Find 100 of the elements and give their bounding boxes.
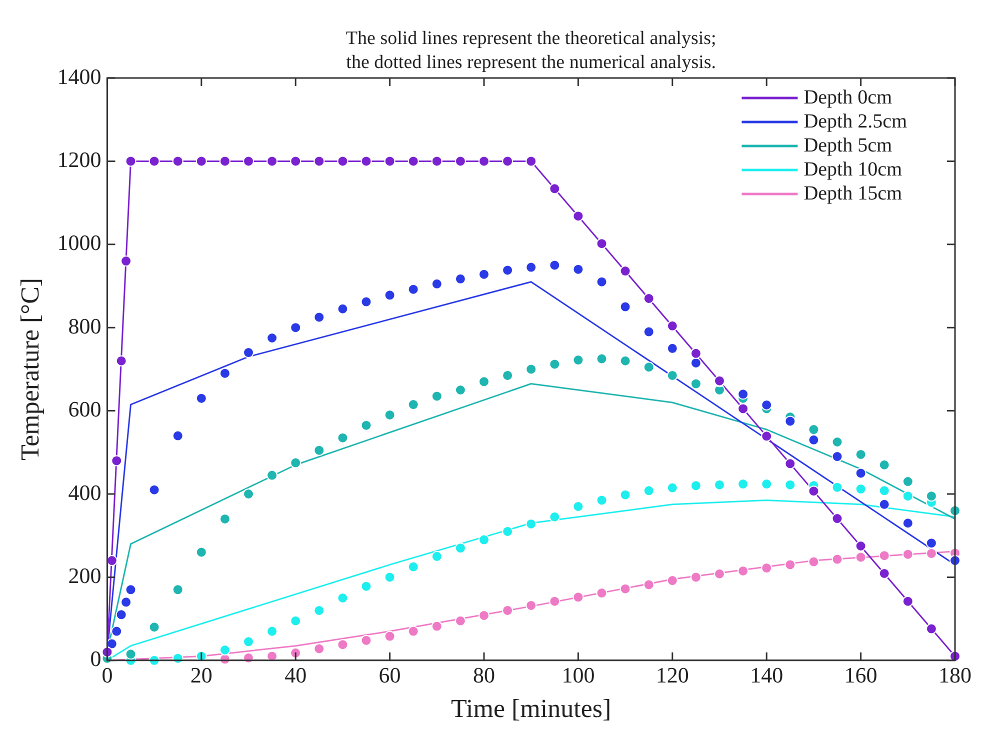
point	[408, 399, 419, 410]
x-axis-title: Time [minutes]	[451, 694, 612, 724]
point	[549, 183, 560, 194]
x-tick-label: 20	[190, 662, 212, 688]
point	[596, 276, 608, 288]
y-tick-label: 400	[68, 480, 102, 505]
point	[620, 266, 631, 277]
point	[690, 357, 702, 368]
point	[902, 548, 914, 560]
point	[666, 342, 678, 354]
text: the dotted lines represent the numerical analysis.	[346, 52, 716, 73]
point	[926, 623, 937, 634]
point	[620, 489, 631, 500]
point	[431, 620, 442, 632]
point	[926, 538, 937, 549]
y-tick-label: 1000	[57, 230, 102, 256]
point	[596, 494, 608, 506]
point	[855, 448, 866, 460]
point	[408, 284, 419, 295]
point	[666, 482, 678, 494]
point	[902, 476, 914, 488]
point	[219, 644, 230, 656]
y-axis-title: Temperature [°C]	[15, 278, 44, 460]
point	[478, 376, 490, 388]
point	[337, 592, 348, 604]
point	[808, 434, 820, 446]
point	[572, 264, 584, 275]
point	[125, 584, 136, 596]
point	[738, 388, 749, 400]
point	[666, 370, 678, 381]
point	[478, 534, 490, 546]
point	[120, 256, 132, 267]
point	[125, 648, 136, 660]
y-tick-label: 600	[68, 396, 102, 422]
point	[360, 634, 372, 646]
point	[337, 303, 348, 314]
point	[243, 636, 254, 648]
y-tick-label: 0	[90, 646, 102, 672]
point	[337, 432, 348, 444]
point	[526, 156, 537, 167]
point	[290, 457, 302, 468]
point	[643, 326, 654, 338]
point	[808, 424, 820, 436]
point	[549, 260, 560, 271]
point	[643, 362, 654, 373]
point	[454, 156, 466, 167]
point	[643, 579, 654, 590]
point	[902, 518, 914, 529]
point	[384, 290, 396, 301]
point	[148, 156, 160, 167]
point	[690, 348, 702, 359]
point	[878, 550, 890, 562]
point	[314, 643, 325, 654]
point	[219, 156, 230, 167]
legend-label: Depth 0cm	[804, 86, 892, 108]
point	[855, 540, 866, 552]
point	[784, 416, 796, 427]
point	[738, 403, 749, 414]
point	[596, 353, 608, 364]
point	[196, 392, 207, 404]
point	[384, 409, 396, 420]
point	[120, 596, 132, 608]
x-tick-label: 160	[844, 662, 878, 688]
point	[620, 301, 631, 312]
point	[172, 156, 184, 167]
point	[832, 554, 843, 565]
y-tick-label: 800	[68, 313, 102, 338]
point	[314, 156, 325, 167]
x-tick-label: 100	[562, 662, 595, 688]
point	[738, 478, 749, 490]
legend-label: Depth 10cm	[804, 158, 902, 180]
point	[572, 354, 584, 366]
point	[596, 588, 608, 599]
point	[478, 268, 490, 280]
point	[855, 468, 866, 479]
legend-label: Depth 15cm	[804, 182, 902, 204]
point	[784, 559, 796, 570]
point	[666, 575, 678, 586]
point	[808, 486, 820, 497]
point	[337, 639, 348, 650]
point	[454, 542, 466, 554]
point	[266, 156, 278, 167]
point	[290, 647, 302, 658]
point	[761, 430, 772, 442]
point	[478, 156, 490, 167]
point	[384, 572, 396, 583]
point	[408, 626, 419, 637]
point	[620, 355, 631, 366]
point	[832, 513, 843, 524]
point	[172, 584, 184, 596]
point	[431, 390, 442, 402]
point	[290, 615, 302, 626]
point	[314, 604, 325, 616]
point	[384, 630, 396, 642]
point	[572, 500, 584, 512]
point	[549, 511, 560, 522]
point	[431, 550, 442, 562]
point	[116, 355, 127, 366]
point	[549, 596, 560, 607]
point	[337, 156, 348, 167]
